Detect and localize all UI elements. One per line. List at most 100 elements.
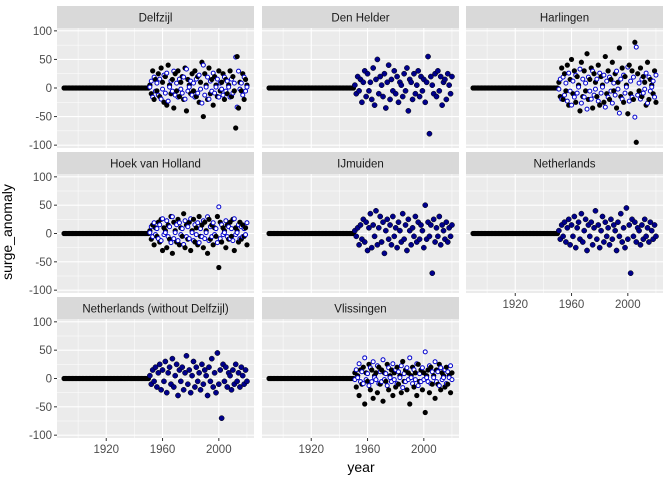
data-point: [356, 241, 362, 248]
data-point: [193, 364, 200, 371]
data-point: [370, 359, 376, 365]
data-point: [394, 364, 400, 370]
data-point: [364, 247, 371, 254]
y-tick-label: 0: [46, 229, 52, 241]
data-point: [217, 367, 224, 373]
facet-strip: [57, 297, 254, 319]
data-point: [151, 220, 157, 226]
data-point: [626, 98, 632, 104]
data-point: [174, 88, 180, 94]
data-point: [440, 227, 447, 234]
data-point: [409, 224, 416, 231]
data-point: [643, 70, 649, 76]
data-point: [202, 71, 208, 77]
data-point: [588, 219, 595, 226]
data-point: [237, 384, 243, 390]
data-point: [375, 224, 382, 231]
data-point: [353, 384, 359, 390]
facet-strip: [262, 297, 459, 319]
data-point: [444, 239, 451, 245]
y-tick-label: 100: [33, 317, 52, 329]
data-point: [353, 233, 360, 240]
data-point: [641, 216, 648, 223]
data-point: [574, 224, 581, 231]
data-point: [573, 99, 579, 105]
data-point: [196, 213, 202, 220]
data-point: [621, 99, 627, 105]
data-point: [432, 239, 438, 245]
data-point: [206, 96, 212, 102]
data-point: [441, 375, 447, 381]
data-point: [650, 78, 656, 84]
data-point: [200, 245, 206, 251]
data-point: [637, 241, 644, 248]
data-point: [197, 386, 204, 393]
data-point: [378, 239, 385, 245]
data-point: [608, 216, 614, 223]
data-point: [432, 359, 438, 365]
data-point: [207, 378, 214, 385]
data-point: [399, 210, 406, 217]
data-point: [150, 68, 156, 74]
data-point: [359, 369, 365, 375]
data-point: [215, 381, 222, 388]
data-point: [219, 86, 225, 92]
data-point: [362, 355, 368, 361]
data-point: [577, 66, 583, 72]
data-point: [204, 250, 211, 256]
data-point: [595, 98, 601, 104]
data-point: [223, 218, 229, 224]
data-point: [374, 390, 380, 396]
data-point: [566, 70, 572, 76]
data-point: [395, 381, 402, 387]
data-point: [214, 213, 221, 220]
data-point: [366, 88, 372, 94]
data-point: [449, 370, 455, 376]
data-point: [395, 219, 402, 226]
data-point: [401, 236, 407, 243]
data-point: [219, 79, 225, 85]
data-point: [602, 53, 608, 60]
data-point: [400, 385, 406, 391]
data-point: [614, 68, 620, 74]
data-point: [166, 364, 173, 371]
data-point: [578, 59, 584, 65]
data-point: [353, 367, 359, 373]
data-point: [419, 387, 426, 393]
data-point: [373, 377, 379, 383]
facet-strip-label: Netherlands (without Delfzijl): [82, 304, 229, 316]
data-point: [569, 102, 575, 108]
data-point: [160, 216, 166, 222]
data-point: [363, 219, 369, 226]
data-point: [598, 90, 604, 96]
data-point: [390, 213, 396, 220]
data-point: [202, 219, 208, 225]
data-point: [397, 227, 403, 234]
data-point: [221, 230, 227, 236]
facet-strip-label: Delfzijl: [139, 13, 173, 25]
data-point: [564, 62, 570, 68]
data-point: [572, 244, 579, 251]
data-point: [635, 71, 641, 77]
data-point: [230, 367, 236, 373]
data-point: [647, 219, 654, 226]
data-point: [224, 78, 230, 84]
data-point: [616, 233, 623, 240]
data-point: [428, 364, 434, 370]
data-point: [426, 130, 433, 137]
data-point: [377, 73, 384, 80]
data-point: [596, 244, 603, 251]
data-point: [556, 86, 562, 92]
data-point: [176, 220, 182, 226]
data-point: [203, 230, 209, 236]
data-point: [420, 244, 427, 251]
data-point: [415, 361, 421, 367]
data-point: [158, 65, 164, 71]
data-point: [560, 96, 566, 103]
data-point: [371, 233, 378, 240]
data-point: [179, 233, 185, 239]
data-point: [646, 239, 652, 245]
data-point: [190, 80, 196, 86]
data-point: [360, 79, 367, 86]
data-point: [437, 241, 444, 248]
